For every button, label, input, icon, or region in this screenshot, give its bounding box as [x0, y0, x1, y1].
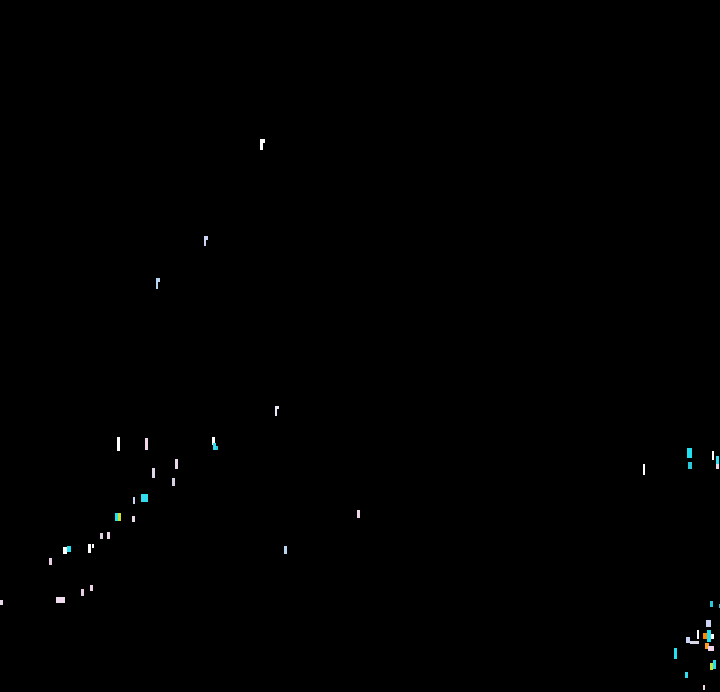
chain-node-19 [67, 546, 71, 552]
chain-node-24 [0, 600, 3, 605]
chain-node-03 [212, 437, 215, 445]
chain-node-08 [172, 478, 175, 486]
corner-cluster-02 [706, 620, 711, 627]
chain-node-12 [118, 513, 121, 521]
chain-node-22 [90, 585, 93, 591]
right-edge-f [716, 464, 719, 469]
corner-cluster-14 [685, 672, 688, 678]
fragment-mid-left-d [158, 278, 160, 282]
corner-cluster-11 [674, 648, 677, 659]
fragment-upper-mid-b [263, 139, 265, 143]
chain-node-13 [132, 516, 135, 522]
chain-node-01 [117, 437, 120, 451]
chain-node-18 [63, 547, 67, 554]
chain-node-06 [152, 468, 155, 478]
chain-node-17 [92, 544, 94, 548]
right-edge-a [643, 464, 645, 475]
corner-cluster-04 [703, 633, 707, 639]
chain-node-14 [100, 533, 103, 539]
corner-cluster-06 [711, 634, 714, 639]
corner-cluster-15 [703, 685, 705, 690]
fragment-mid-left-c [156, 278, 158, 289]
chain-node-20 [49, 558, 52, 565]
chain-node-16 [88, 544, 91, 553]
fragment-center-mid [357, 510, 360, 518]
right-edge-b [687, 448, 692, 458]
chain-node-05 [216, 446, 218, 450]
corner-cluster-10 [708, 646, 714, 651]
corner-cluster-09 [705, 643, 709, 649]
fragment-center-low [284, 546, 287, 554]
corner-cluster-12 [710, 663, 713, 670]
chain-node-21 [81, 589, 84, 596]
corner-cluster-13 [713, 660, 716, 669]
chain-node-23 [56, 597, 65, 603]
chain-node-11 [115, 513, 118, 521]
chain-node-04 [213, 443, 216, 450]
chain-node-09 [133, 497, 135, 504]
corner-cluster-08 [690, 641, 699, 644]
fragment-center-b [277, 406, 279, 409]
fragment-upper-mid [260, 139, 263, 150]
fragment-center-a [275, 406, 277, 416]
chain-node-15 [107, 532, 110, 539]
fragment-mid-left-b [206, 236, 208, 240]
corner-cluster-01 [710, 601, 713, 607]
right-edge-e [716, 456, 719, 464]
fragment-mid-left-a [204, 236, 206, 246]
chain-node-07 [175, 459, 178, 469]
right-edge-c [688, 462, 692, 469]
corner-cluster-03 [697, 630, 699, 639]
chain-node-10 [141, 494, 148, 502]
corner-cluster-07 [686, 637, 690, 643]
corner-cluster-05 [707, 630, 711, 642]
right-edge-d [712, 451, 714, 460]
chain-node-02 [145, 438, 148, 450]
